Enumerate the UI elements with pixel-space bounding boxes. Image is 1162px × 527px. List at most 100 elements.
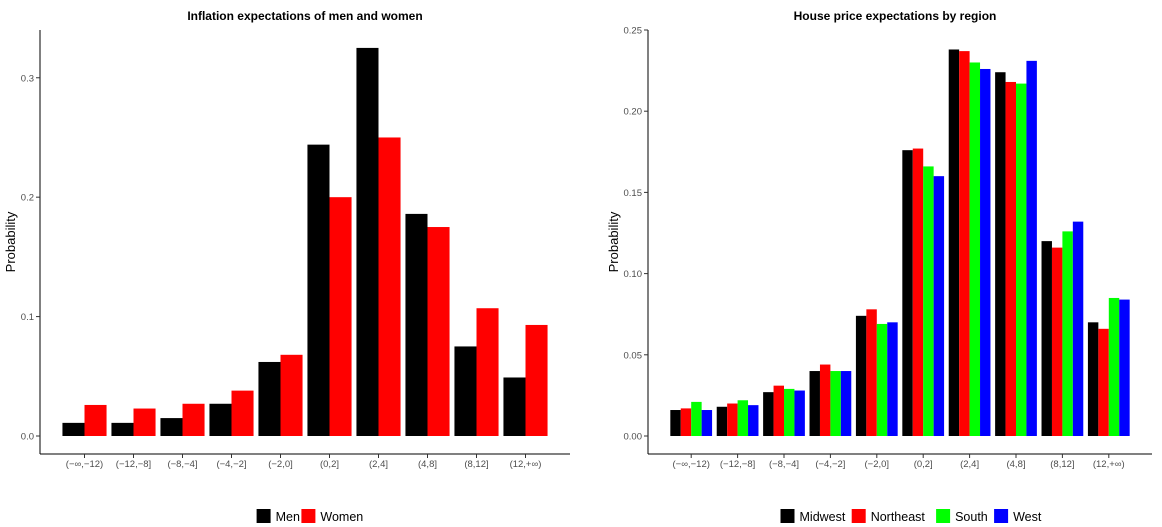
- x-tick-label: (−4,−2]: [815, 459, 845, 470]
- bar-northeast: [912, 148, 924, 436]
- bar-northeast: [680, 408, 692, 436]
- y-tick-label: 0.2: [21, 193, 34, 204]
- bar-women: [84, 404, 107, 436]
- legend-key: [936, 509, 951, 523]
- bar-women: [133, 408, 156, 436]
- bar-northeast: [1005, 81, 1016, 436]
- x-tick-label: (−2,0]: [865, 459, 890, 470]
- bar-south: [923, 166, 934, 436]
- legend-key: [256, 509, 271, 523]
- legend-key: [780, 509, 795, 523]
- bar-women: [231, 390, 254, 436]
- chart-1: Inflation expectations of men and women P…: [3, 9, 570, 524]
- bar-midwest: [948, 49, 960, 436]
- y-tick-label: 0.3: [21, 73, 34, 84]
- x-tick-label: (−12,−8]: [116, 459, 151, 470]
- x-tick-label: (2,4]: [369, 459, 388, 470]
- x-tick-label: (−8,−4]: [769, 459, 799, 470]
- legend-label: West: [1013, 510, 1042, 524]
- legend-key: [994, 509, 1009, 523]
- y-axis-label: Probability: [606, 211, 621, 272]
- bar-men: [258, 361, 281, 436]
- bar-midwest: [855, 315, 867, 436]
- bar-men: [111, 422, 134, 436]
- bar-west: [887, 322, 898, 436]
- x-tick-label: (8,12]: [1050, 459, 1074, 470]
- bar-south: [969, 62, 981, 436]
- bar-men: [307, 144, 330, 436]
- bar-west: [1119, 299, 1130, 436]
- legend-label: Northeast: [871, 510, 926, 524]
- bar-men: [356, 47, 379, 436]
- y-axis-label: Probability: [3, 211, 18, 272]
- bar-south: [784, 388, 795, 436]
- y-tick-label: 0.0: [21, 432, 34, 443]
- bar-south: [1016, 83, 1027, 436]
- chart-title: House price expectations by region: [794, 9, 997, 23]
- bar-midwest: [716, 406, 728, 436]
- bar-west: [794, 390, 805, 436]
- legend-label: Midwest: [800, 510, 846, 524]
- bar-south: [691, 401, 702, 436]
- x-tick-label: (12,+∞): [510, 459, 542, 470]
- x-tick-label: (4,8]: [418, 459, 437, 470]
- bar-midwest: [763, 392, 774, 436]
- x-tick-label: (4,8]: [1006, 459, 1025, 470]
- y-tick-label: 0.15: [624, 188, 643, 199]
- legend-label: Women: [320, 510, 363, 524]
- bar-west: [840, 371, 852, 436]
- bar-west: [701, 410, 713, 436]
- y-tick-label: 0.25: [624, 26, 643, 37]
- bar-northeast: [773, 385, 784, 436]
- bar-midwest: [670, 410, 681, 436]
- y-tick-label: 0.10: [624, 269, 643, 280]
- bar-west: [1026, 60, 1037, 437]
- chart-2: House price expectations by region Probab…: [606, 9, 1152, 524]
- bar-midwest: [902, 150, 913, 436]
- bar-men: [160, 418, 183, 436]
- x-tick-label: (−8,−4]: [167, 459, 197, 470]
- x-tick-label: (8,12]: [464, 459, 488, 470]
- bar-men: [209, 403, 232, 436]
- bar-men: [405, 213, 428, 436]
- bar-midwest: [809, 371, 820, 436]
- bar-west: [933, 176, 945, 436]
- bar-women: [329, 197, 352, 436]
- bar-men: [454, 346, 477, 436]
- bar-women: [378, 137, 401, 436]
- x-tick-label: (12,+∞): [1093, 459, 1125, 470]
- bar-northeast: [727, 403, 738, 436]
- bar-northeast: [959, 51, 970, 436]
- x-tick-label: (−∞,−12): [66, 459, 103, 470]
- bar-northeast: [866, 309, 877, 436]
- x-tick-label: (−4,−2]: [216, 459, 246, 470]
- x-tick-label: (2,4]: [960, 459, 979, 470]
- legend-key: [851, 509, 866, 523]
- bar-south: [876, 323, 888, 436]
- bar-south: [737, 400, 749, 436]
- bar-women: [280, 354, 303, 436]
- bar-northeast: [819, 364, 831, 436]
- y-tick-label: 0.1: [21, 312, 34, 323]
- bar-south: [1108, 297, 1120, 436]
- bar-midwest: [1041, 241, 1052, 436]
- bar-men: [503, 377, 526, 436]
- chart-title: Inflation expectations of men and women: [187, 9, 422, 23]
- x-tick-label: (−2,0]: [268, 459, 293, 470]
- bar-women: [427, 227, 450, 436]
- legend-label: Men: [276, 510, 300, 524]
- bar-women: [476, 308, 499, 436]
- bar-midwest: [995, 72, 1006, 436]
- x-tick-label: (−∞,−12): [672, 459, 709, 470]
- legend-key: [301, 509, 316, 523]
- bar-south: [1062, 231, 1073, 436]
- x-tick-label: (0,2]: [320, 459, 339, 470]
- bar-west: [748, 405, 759, 436]
- y-tick-label: 0.05: [624, 350, 643, 361]
- bar-northeast: [1098, 328, 1109, 436]
- bar-men: [62, 422, 85, 436]
- bar-women: [525, 324, 548, 436]
- bar-women: [182, 403, 205, 436]
- x-tick-label: (0,2]: [914, 459, 933, 470]
